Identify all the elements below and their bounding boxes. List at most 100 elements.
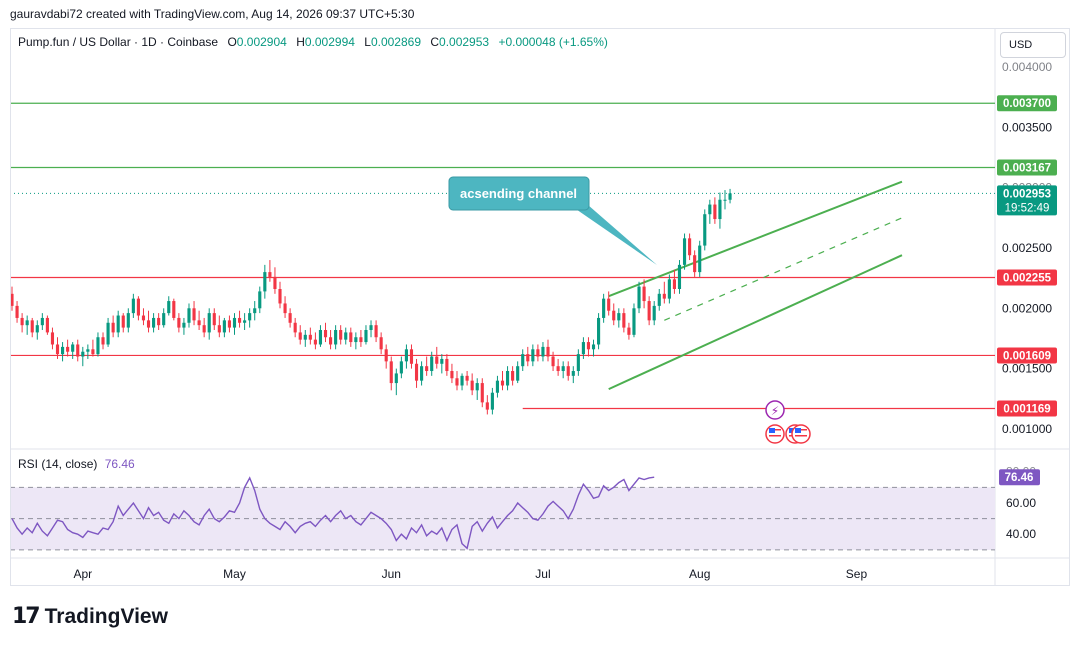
candle (369, 320, 373, 338)
candle-body (465, 375, 469, 381)
candle-body (657, 293, 661, 306)
candle-body (607, 298, 611, 311)
candle-body (662, 293, 666, 299)
candle-body (485, 402, 489, 410)
candle (677, 260, 682, 294)
candle-body (359, 337, 363, 343)
candle (50, 327, 55, 350)
candle-body (672, 279, 676, 289)
candle-body (374, 325, 378, 338)
candle-body (556, 366, 560, 372)
candle-body (96, 337, 100, 355)
candle (465, 371, 469, 386)
candle-body (222, 320, 226, 333)
candle (81, 346, 85, 367)
candle-body (404, 349, 408, 362)
candle-body (248, 313, 252, 321)
candle (693, 250, 697, 277)
flag-stripe (795, 438, 807, 440)
candle (207, 308, 211, 340)
candle-body (455, 378, 459, 386)
candle (500, 371, 505, 391)
candle-body (182, 322, 186, 328)
high-value: 0.002994 (304, 35, 355, 49)
candle-body (677, 264, 682, 289)
candle-body (627, 327, 631, 335)
chart-credit: gauravdabi72 created with TradingView.co… (10, 7, 415, 21)
candle (192, 301, 196, 326)
candle-body (45, 317, 49, 333)
candle (131, 293, 135, 318)
candle (197, 310, 201, 331)
candle-body (60, 346, 65, 355)
candle (141, 308, 146, 326)
candle (430, 351, 434, 376)
price-chart[interactable]: acsending channel ⚡ 0.0010000.0015000.00… (0, 0, 1080, 600)
candle (283, 296, 287, 318)
candle (86, 344, 90, 359)
ascending-channel (608, 180, 903, 391)
candle (597, 313, 601, 350)
price-tick-label-partial: 0.004000 (1002, 60, 1052, 74)
candle-body (420, 366, 424, 381)
candle (485, 395, 489, 415)
candle (212, 308, 216, 331)
horizontal-levels (10, 102, 995, 410)
candle-body (566, 366, 570, 376)
close-label: C (430, 35, 440, 49)
candle-body (495, 380, 500, 393)
candle-body (288, 313, 292, 323)
level-price-label: 0.001169 (1003, 404, 1050, 416)
level-price-label: 0.002255 (1003, 273, 1052, 285)
candle-body (693, 255, 697, 273)
candle-body (35, 325, 39, 333)
candle-body (521, 354, 525, 367)
symbol-name: Pump.fun / US Dollar · 1D · Coinbase (18, 35, 219, 49)
candle-body (141, 315, 146, 321)
candle-body (106, 322, 110, 345)
rsi-value-tag-label: 76.46 (1005, 472, 1034, 484)
candle (440, 354, 444, 374)
candle-body (713, 204, 717, 220)
candle-body (586, 342, 591, 350)
tradingview-brand[interactable]: 17 TradingView (12, 604, 168, 629)
candle (495, 375, 500, 398)
candle (157, 313, 161, 331)
currency-button[interactable]: USD (1000, 32, 1066, 58)
candle (329, 330, 333, 350)
candle (182, 317, 186, 335)
candle (576, 349, 580, 376)
level-price-tag (997, 400, 1057, 417)
candle-body (339, 330, 343, 340)
time-axis: Apr May Jun Jul Aug Sep (73, 567, 867, 581)
candle (546, 339, 550, 362)
candle-body (81, 351, 85, 357)
candle-body (116, 315, 120, 333)
candle-body (187, 308, 191, 323)
candle-body (172, 301, 176, 318)
candle-body (667, 279, 671, 299)
candle (445, 354, 449, 376)
rsi-tick-label: 60.00 (1006, 496, 1036, 510)
candle (60, 342, 65, 362)
candle-body (298, 332, 302, 340)
candle (136, 296, 140, 321)
candle (334, 325, 338, 350)
candle-body (25, 320, 29, 326)
candle-body (278, 288, 282, 304)
candle-body (622, 313, 626, 328)
candle-body (450, 371, 454, 379)
candle (126, 308, 130, 333)
high-label: H (296, 35, 305, 49)
candle-body (227, 320, 232, 328)
candle (425, 356, 429, 376)
candle (652, 301, 656, 326)
candle-body (708, 204, 712, 215)
time-tick-label: Jul (535, 567, 550, 581)
candle-body (177, 317, 181, 328)
level-price-label: 0.003700 (1003, 98, 1051, 110)
candle-body (197, 320, 201, 326)
candle-body (541, 346, 545, 357)
candle-body (30, 320, 34, 333)
candle-countdown-label: 19:52:49 (1005, 202, 1050, 214)
